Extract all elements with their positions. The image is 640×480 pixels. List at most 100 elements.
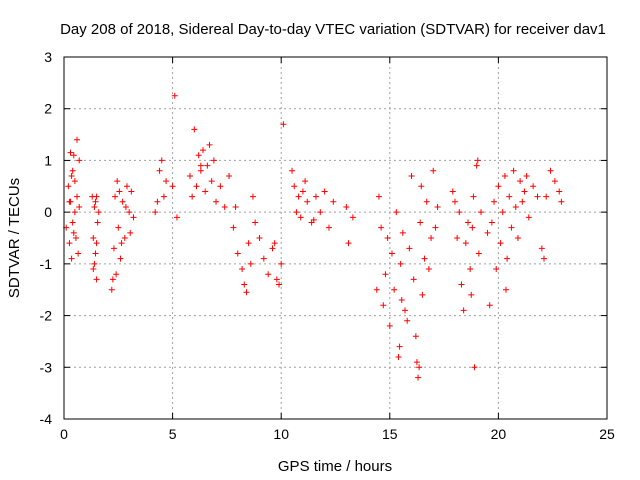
data-point <box>204 162 211 169</box>
data-point <box>243 289 250 296</box>
data-point <box>497 240 504 247</box>
data-point <box>417 219 424 226</box>
data-point <box>256 235 263 241</box>
axis-ticks <box>63 56 608 420</box>
y-tick-label: 3 <box>44 49 52 65</box>
data-point <box>469 224 476 231</box>
data-point <box>556 188 563 195</box>
data-point <box>76 203 83 210</box>
data-point <box>395 353 402 360</box>
data-point <box>510 167 517 174</box>
data-point <box>169 183 176 190</box>
data-point <box>293 209 300 216</box>
data-point <box>398 297 405 304</box>
data-point <box>404 317 411 324</box>
data-point <box>230 224 237 231</box>
data-point <box>397 260 404 267</box>
x-tick-label: 20 <box>491 426 507 442</box>
data-point <box>460 307 467 314</box>
data-point <box>171 92 178 99</box>
data-point <box>114 178 121 185</box>
data-point <box>113 271 120 278</box>
data-point <box>434 203 441 210</box>
data-point <box>91 203 98 210</box>
data-point <box>119 198 126 205</box>
data-point <box>386 322 393 329</box>
data-point <box>312 193 319 200</box>
data-point <box>410 276 417 283</box>
data-point <box>538 245 545 252</box>
data-point <box>382 271 389 278</box>
data-point <box>234 250 241 257</box>
data-point <box>530 183 537 190</box>
data-point <box>418 183 425 190</box>
plot-frame <box>63 56 608 420</box>
x-tick-label: 0 <box>60 426 68 442</box>
data-point <box>265 271 272 278</box>
data-point <box>108 286 115 293</box>
data-point <box>67 149 74 156</box>
data-point <box>69 219 76 226</box>
x-tick-label: 5 <box>169 426 177 442</box>
data-point <box>491 198 498 205</box>
y-tick-label: 1 <box>44 152 52 168</box>
x-tick-labels: 0 5 10 15 20 25 <box>60 426 615 442</box>
data-point <box>210 157 217 164</box>
data-point <box>541 255 548 262</box>
data-point <box>72 235 79 241</box>
data-point <box>74 193 81 200</box>
data-point <box>523 172 530 179</box>
data-point <box>432 224 439 231</box>
x-tick-label: 15 <box>382 426 398 442</box>
data-point <box>425 266 432 273</box>
data-point <box>278 260 285 267</box>
data-point <box>325 224 332 231</box>
data-point <box>349 214 356 221</box>
data-point <box>189 193 196 200</box>
data-point <box>90 235 97 241</box>
data-point <box>112 193 119 200</box>
data-point <box>543 193 550 200</box>
data-point <box>206 141 213 148</box>
data-point <box>160 193 167 200</box>
data-point <box>115 224 122 231</box>
data-point <box>291 183 298 190</box>
data-point <box>221 203 228 210</box>
data-point <box>109 276 116 283</box>
data-point <box>304 198 311 205</box>
data-point <box>92 250 99 257</box>
data-point <box>467 266 474 273</box>
data-point <box>66 240 73 247</box>
data-point <box>470 193 477 200</box>
data-point <box>163 178 170 185</box>
data-point <box>415 374 422 381</box>
data-point <box>468 291 475 298</box>
data-point <box>391 286 398 293</box>
data-point <box>213 198 220 205</box>
x-axis-label: GPS time / hours <box>278 458 392 475</box>
data-point <box>501 172 508 179</box>
x-tick-label: 25 <box>599 426 615 442</box>
data-point <box>521 188 528 195</box>
data-point <box>93 276 100 283</box>
data-point <box>512 203 519 210</box>
data-point <box>252 219 259 226</box>
data-point <box>289 167 296 174</box>
data-point <box>123 183 130 190</box>
data-point <box>217 183 224 190</box>
data-point <box>122 203 129 210</box>
data-point <box>276 281 283 288</box>
data-point <box>478 209 485 216</box>
data-point <box>116 188 123 195</box>
data-point <box>456 209 463 216</box>
data-point <box>271 240 278 247</box>
data-point <box>226 172 233 179</box>
data-point <box>330 198 337 205</box>
data-point <box>197 162 204 169</box>
data-point <box>495 183 502 190</box>
data-point <box>388 250 395 257</box>
data-point <box>503 286 510 293</box>
data-point <box>127 229 134 236</box>
